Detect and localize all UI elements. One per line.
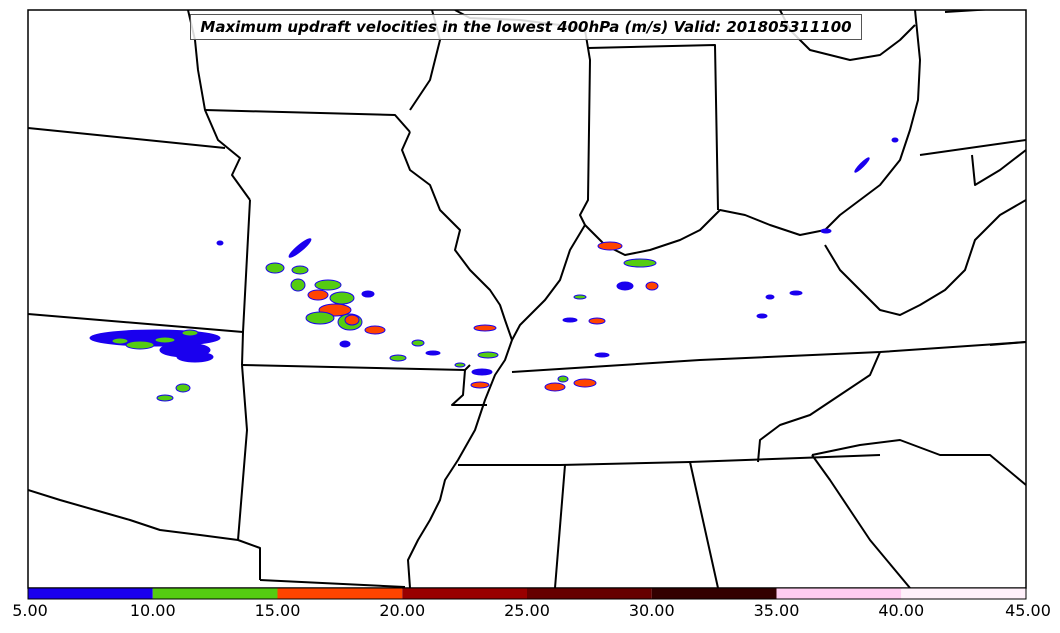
map-title: Maximum updraft velocities in the lowest… (190, 14, 862, 40)
colorbar-tick-label: 5.00 (12, 601, 48, 620)
colorbar-tick-label: 40.00 (878, 601, 925, 620)
colorbar-tick-label: 15.00 (254, 601, 301, 620)
colorbar-bin-4 (527, 588, 652, 599)
colorbar-bin-7 (901, 588, 1026, 599)
colorbar-tick-label: 45.00 (1005, 601, 1051, 620)
colorbar-bin-0 (28, 588, 153, 599)
colorbar-bin-1 (152, 588, 278, 599)
colorbar-tick-label: 25.00 (504, 601, 550, 620)
colorbar-bin-6 (776, 588, 902, 599)
colorbar-tick-label: 30.00 (628, 601, 675, 620)
colorbar-tick-label: 10.00 (129, 601, 176, 620)
updraft-cells (89, 137, 899, 402)
colorbar-bin-3 (402, 588, 527, 599)
colorbar-tick-label: 35.00 (753, 601, 800, 620)
map-area (28, 10, 1026, 588)
colorbar-border (27, 587, 1027, 600)
colorbar-tick-label: 20.00 (379, 601, 426, 620)
colorbar-bin-5 (651, 588, 777, 599)
colorbar-bin-2 (277, 588, 403, 599)
colorbar (28, 588, 1026, 599)
